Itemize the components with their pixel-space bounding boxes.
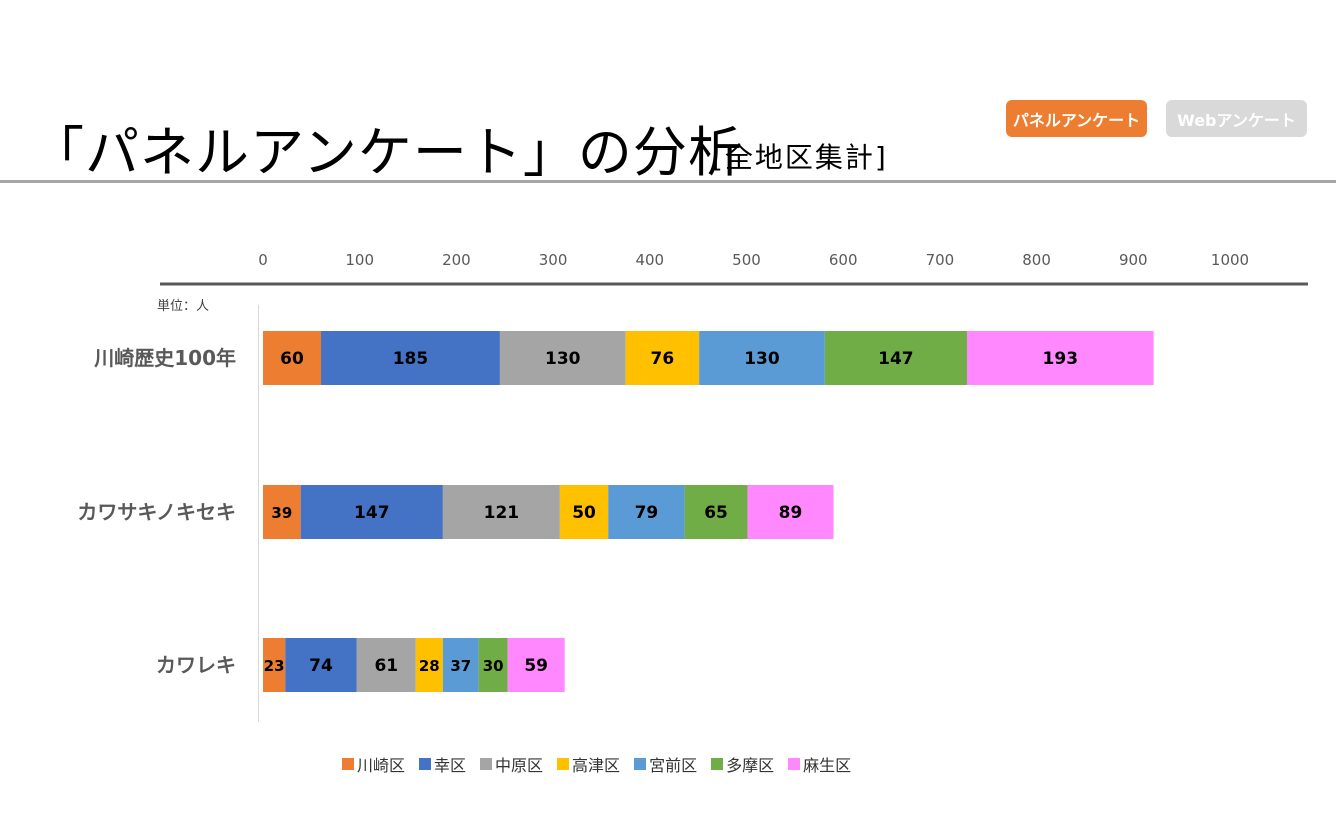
legend-item: 麻生区 [788,752,851,776]
data-label: 89 [779,503,803,523]
legend-item: 宮前区 [634,752,697,776]
data-label: 185 [393,349,429,369]
x-tick-label: 1000 [1211,251,1249,269]
bar-segment [263,638,286,692]
bar-segment [625,331,700,385]
bar-segment [321,331,500,385]
bar-segment [478,638,508,692]
bar-segment [285,638,357,692]
legend-item: 多摩区 [711,752,774,776]
data-label: 39 [271,504,292,522]
bar-segment [442,638,479,692]
page-title: 「パネルアンケート」の分析 [30,121,743,184]
legend-swatch [711,758,724,770]
bar-segment [263,485,301,539]
data-label: 147 [878,349,914,369]
legend-swatch [788,758,801,770]
category-label: 川崎歴史100年 [93,346,236,370]
data-label: 28 [419,657,440,675]
legend-label: 高津区 [572,756,621,775]
bar-segment [608,485,685,539]
legend-item: 川崎区 [342,752,405,776]
bar-segment [747,485,834,539]
data-label: 37 [450,657,471,675]
x-tick-label: 800 [1022,251,1051,269]
x-tick-label: 700 [926,251,955,269]
x-tick-label: 900 [1119,251,1148,269]
data-label: 130 [744,349,780,369]
legend-label: 宮前区 [649,756,698,775]
bar-segment [699,331,825,385]
legend-swatch [480,758,493,770]
data-label: 130 [545,349,581,369]
bar-segment [356,638,416,692]
data-label: 76 [651,349,675,369]
data-label: 30 [483,657,504,675]
panel-survey-button[interactable]: パネルアンケート [1006,100,1147,137]
data-label: 59 [524,656,548,676]
data-label: 121 [484,503,520,523]
x-tick-label: 200 [442,251,471,269]
data-label: 147 [354,503,390,523]
bar-segment [300,485,443,539]
legend-swatch [342,758,354,770]
data-label: 74 [309,656,333,676]
bar-segment [559,485,609,539]
data-label: 23 [264,657,285,675]
x-tick-label: 300 [539,251,568,269]
web-survey-button[interactable]: Webアンケート [1166,100,1307,137]
legend-swatch [557,758,570,770]
legend-swatch [634,758,647,770]
unit-label: 単位：人 [157,298,209,314]
legend-label: 多摩区 [726,756,775,775]
data-label: 193 [1043,349,1079,369]
legend-item: 高津区 [557,752,620,776]
legend-label: 幸区 [434,756,467,775]
data-label: 79 [635,503,659,523]
legend-label: 中原区 [495,756,544,775]
data-label: 60 [280,349,304,369]
legend-label: 川崎区 [357,756,406,775]
legend-item: 中原区 [480,752,543,776]
category-label: カワレキ [156,653,236,677]
x-tick-label: 600 [829,251,858,269]
chart-legend: 川崎区 幸区 中原区 高津区 宮前区 多摩区 麻生区 [342,752,851,776]
x-tick-label: 500 [732,251,761,269]
page-subtitle: [全地区集計] [712,141,888,174]
bar-segment [966,331,1154,385]
bar-segment [415,638,443,692]
header-divider [0,180,1336,183]
legend-swatch [419,758,432,770]
bar-segment [442,485,560,539]
bar-segment [263,331,322,385]
data-label: 65 [704,503,728,523]
bar-segment [507,638,565,692]
category-label: カワサキノキセキ [77,500,236,524]
bar-segment [684,485,748,539]
data-label: 61 [374,656,398,676]
bar-segment [824,331,967,385]
bar-segment [499,331,626,385]
x-tick-label: 400 [635,251,664,269]
data-label: 50 [572,503,596,523]
x-tick-label: 100 [345,251,374,269]
x-tick-label: 0 [258,251,268,269]
legend-label: 麻生区 [803,756,852,775]
legend-item: 幸区 [419,752,466,776]
